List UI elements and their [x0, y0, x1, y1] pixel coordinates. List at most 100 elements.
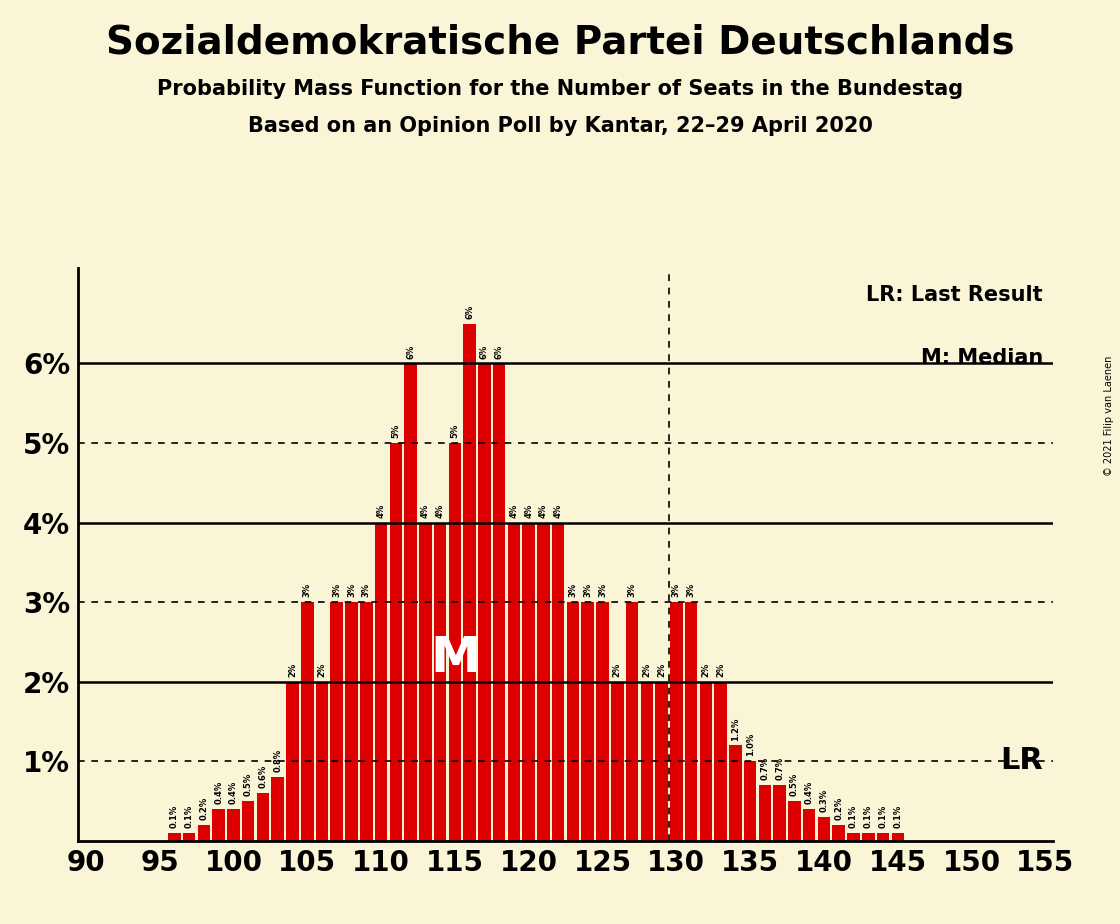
Text: 3%: 3%	[627, 583, 636, 597]
Text: 3%: 3%	[347, 583, 356, 597]
Text: 0.6%: 0.6%	[259, 765, 268, 788]
Bar	[464, 323, 476, 841]
Text: Sozialdemokratische Partei Deutschlands: Sozialdemokratische Partei Deutschlands	[105, 23, 1015, 61]
Text: 3%: 3%	[569, 583, 578, 597]
Text: 0.1%: 0.1%	[864, 805, 872, 828]
Bar	[788, 801, 801, 841]
Text: 0.2%: 0.2%	[199, 796, 208, 821]
Text: M: Median: M: Median	[921, 348, 1043, 368]
Bar	[596, 602, 609, 841]
Bar	[419, 523, 431, 841]
Text: 0.1%: 0.1%	[185, 805, 194, 828]
Text: 2%: 2%	[716, 663, 725, 677]
Text: 5%: 5%	[391, 424, 400, 438]
Text: 2%: 2%	[288, 663, 297, 677]
Bar	[684, 602, 698, 841]
Bar	[227, 809, 240, 841]
Bar	[818, 817, 830, 841]
Text: 4%: 4%	[376, 504, 385, 517]
Text: Probability Mass Function for the Number of Seats in the Bundestag: Probability Mass Function for the Number…	[157, 79, 963, 99]
Bar	[287, 682, 299, 841]
Bar	[567, 602, 579, 841]
Bar	[877, 833, 889, 841]
Bar	[390, 443, 402, 841]
Bar	[375, 523, 388, 841]
Bar	[493, 363, 505, 841]
Bar	[552, 523, 564, 841]
Text: LR: Last Result: LR: Last Result	[867, 286, 1043, 305]
Bar	[847, 833, 860, 841]
Bar	[862, 833, 875, 841]
Text: 0.7%: 0.7%	[760, 758, 769, 781]
Bar	[612, 682, 624, 841]
Text: 4%: 4%	[539, 504, 548, 517]
Text: 0.5%: 0.5%	[790, 773, 799, 796]
Text: 6%: 6%	[465, 305, 474, 319]
Text: 0.1%: 0.1%	[894, 805, 903, 828]
Bar	[449, 443, 461, 841]
Text: 3%: 3%	[302, 583, 311, 597]
Bar	[655, 682, 668, 841]
Text: © 2021 Filip van Laenen: © 2021 Filip van Laenen	[1104, 356, 1114, 476]
Bar	[758, 785, 772, 841]
Bar	[197, 825, 211, 841]
Text: 0.3%: 0.3%	[820, 789, 829, 812]
Bar	[641, 682, 653, 841]
Bar	[538, 523, 550, 841]
Text: Based on an Opinion Poll by Kantar, 22–29 April 2020: Based on an Opinion Poll by Kantar, 22–2…	[248, 116, 872, 136]
Bar	[478, 363, 491, 841]
Text: 1.0%: 1.0%	[746, 734, 755, 757]
Bar	[774, 785, 786, 841]
Bar	[242, 801, 254, 841]
Text: 0.1%: 0.1%	[878, 805, 887, 828]
Bar	[168, 833, 180, 841]
Text: 2%: 2%	[317, 663, 327, 677]
Text: 4%: 4%	[421, 504, 430, 517]
Text: 6%: 6%	[407, 345, 416, 359]
Text: 2%: 2%	[642, 663, 652, 677]
Bar	[729, 746, 741, 841]
Text: 0.4%: 0.4%	[228, 781, 237, 804]
Text: 2%: 2%	[657, 663, 666, 677]
Text: 6%: 6%	[495, 345, 504, 359]
Bar	[744, 761, 756, 841]
Bar	[256, 793, 269, 841]
Bar	[360, 602, 373, 841]
Bar	[626, 602, 638, 841]
Bar	[433, 523, 447, 841]
Bar	[271, 777, 284, 841]
Text: 1.2%: 1.2%	[731, 717, 740, 741]
Text: 0.8%: 0.8%	[273, 749, 282, 772]
Text: 3%: 3%	[584, 583, 592, 597]
Text: 0.4%: 0.4%	[214, 781, 223, 804]
Text: 4%: 4%	[553, 504, 562, 517]
Text: 2%: 2%	[701, 663, 710, 677]
Text: 4%: 4%	[524, 504, 533, 517]
Bar	[330, 602, 343, 841]
Bar	[213, 809, 225, 841]
Text: 2%: 2%	[613, 663, 622, 677]
Bar	[715, 682, 727, 841]
Text: 3%: 3%	[333, 583, 342, 597]
Text: 0.4%: 0.4%	[804, 781, 814, 804]
Text: 6%: 6%	[479, 345, 489, 359]
Text: 5%: 5%	[450, 424, 459, 438]
Text: 4%: 4%	[510, 504, 519, 517]
Text: 3%: 3%	[598, 583, 607, 597]
Bar	[522, 523, 535, 841]
Text: 0.2%: 0.2%	[834, 796, 843, 821]
Bar	[507, 523, 520, 841]
Bar	[700, 682, 712, 841]
Bar	[892, 833, 904, 841]
Text: 4%: 4%	[436, 504, 445, 517]
Bar	[581, 602, 594, 841]
Text: 3%: 3%	[687, 583, 696, 597]
Text: 0.1%: 0.1%	[170, 805, 179, 828]
Text: 3%: 3%	[362, 583, 371, 597]
Text: 0.5%: 0.5%	[244, 773, 253, 796]
Bar	[670, 602, 682, 841]
Bar	[803, 809, 815, 841]
Bar	[183, 833, 195, 841]
Bar	[404, 363, 417, 841]
Text: 0.7%: 0.7%	[775, 758, 784, 781]
